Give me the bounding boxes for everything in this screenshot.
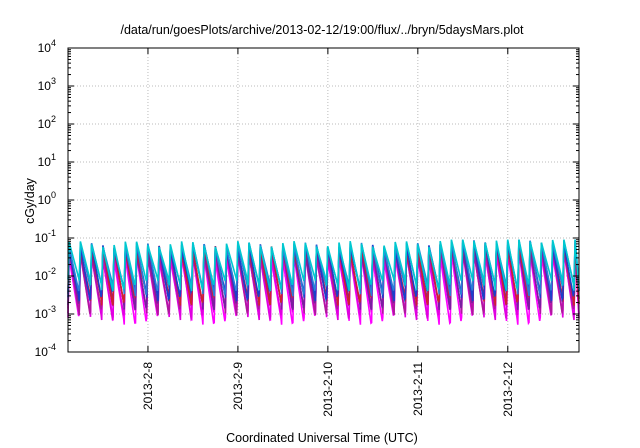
x-tick-label: 2013-2-8 [141,362,155,410]
x-tick-label: 2013-2-10 [321,362,335,417]
x-tick-label: 2013-2-11 [411,362,425,416]
y-axis-label: cGy/day [23,177,37,224]
y-tick-label: 10-1 [35,228,56,245]
x-axis: 2013-2-8 2013-2-9 2013-2-10 2013-2-11 2013-2… [141,48,515,417]
chart-title: /data/run/goesPlots/archive/2013-02-12/1… [120,23,524,37]
series-line [67,239,580,292]
y-tick-label: 10-4 [35,342,56,359]
y-tick-label: 101 [38,152,56,169]
y-tick-label: 103 [38,76,56,93]
y-tick-label: 10-3 [35,304,56,321]
x-axis-label: Coordinated Universal Time (UTC) [226,431,418,445]
x-tick-label: 2013-2-12 [501,362,515,417]
y-tick-label: 10-2 [35,266,56,283]
y-axis: 10-4 10-3 10-2 10-1 100 101 102 103 104 [35,38,579,359]
x-tick-label: 2013-2-9 [231,362,245,410]
y-tick-label: 102 [38,114,56,131]
y-tick-label: 100 [38,190,56,207]
y-tick-label: 104 [38,38,56,55]
series-group [67,239,580,326]
